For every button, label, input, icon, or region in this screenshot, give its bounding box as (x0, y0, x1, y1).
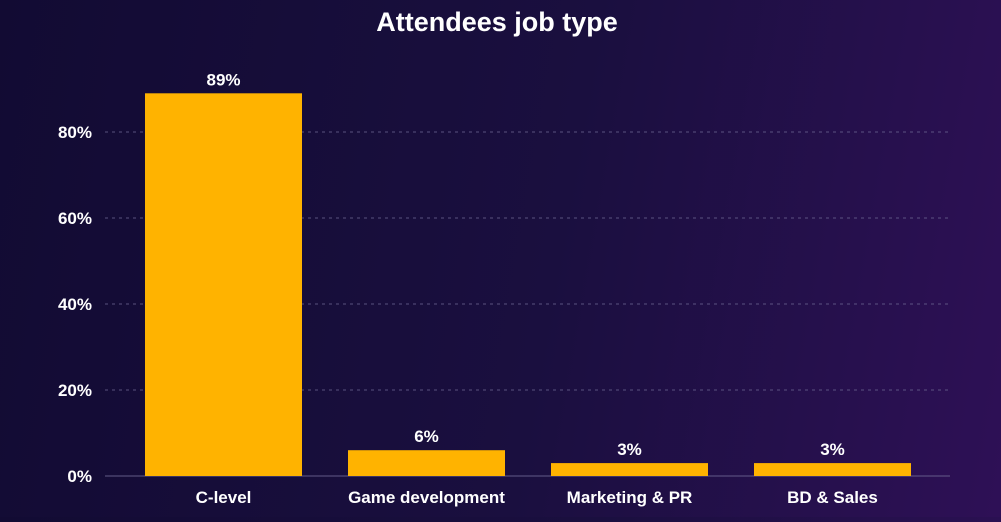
y-axis-tick-labels: 0% 20% 40% 60% 80% (58, 123, 92, 486)
y-tick-label: 60% (58, 209, 92, 228)
bar-value-label: 3% (617, 440, 642, 459)
bar (551, 463, 708, 476)
x-axis-category-labels: C-level Game development Marketing & PR BD … (196, 488, 878, 507)
x-tick-label: BD & Sales (787, 488, 878, 507)
bar-value-labels: 89% 6% 3% 3% (206, 70, 844, 459)
x-tick-label: Marketing & PR (567, 488, 693, 507)
y-tick-label: 20% (58, 381, 92, 400)
bar (348, 450, 505, 476)
chart-title: Attendees job type (376, 7, 618, 37)
bar (145, 93, 302, 477)
x-tick-label: C-level (196, 488, 252, 507)
bar-value-label: 89% (206, 70, 240, 89)
y-tick-label: 40% (58, 295, 92, 314)
y-tick-label: 80% (58, 123, 92, 142)
x-tick-label: Game development (348, 488, 505, 507)
bar (754, 463, 911, 476)
bar-value-label: 3% (820, 440, 845, 459)
bar-value-label: 6% (414, 427, 439, 446)
y-tick-label: 0% (67, 467, 92, 486)
bars (145, 93, 911, 477)
